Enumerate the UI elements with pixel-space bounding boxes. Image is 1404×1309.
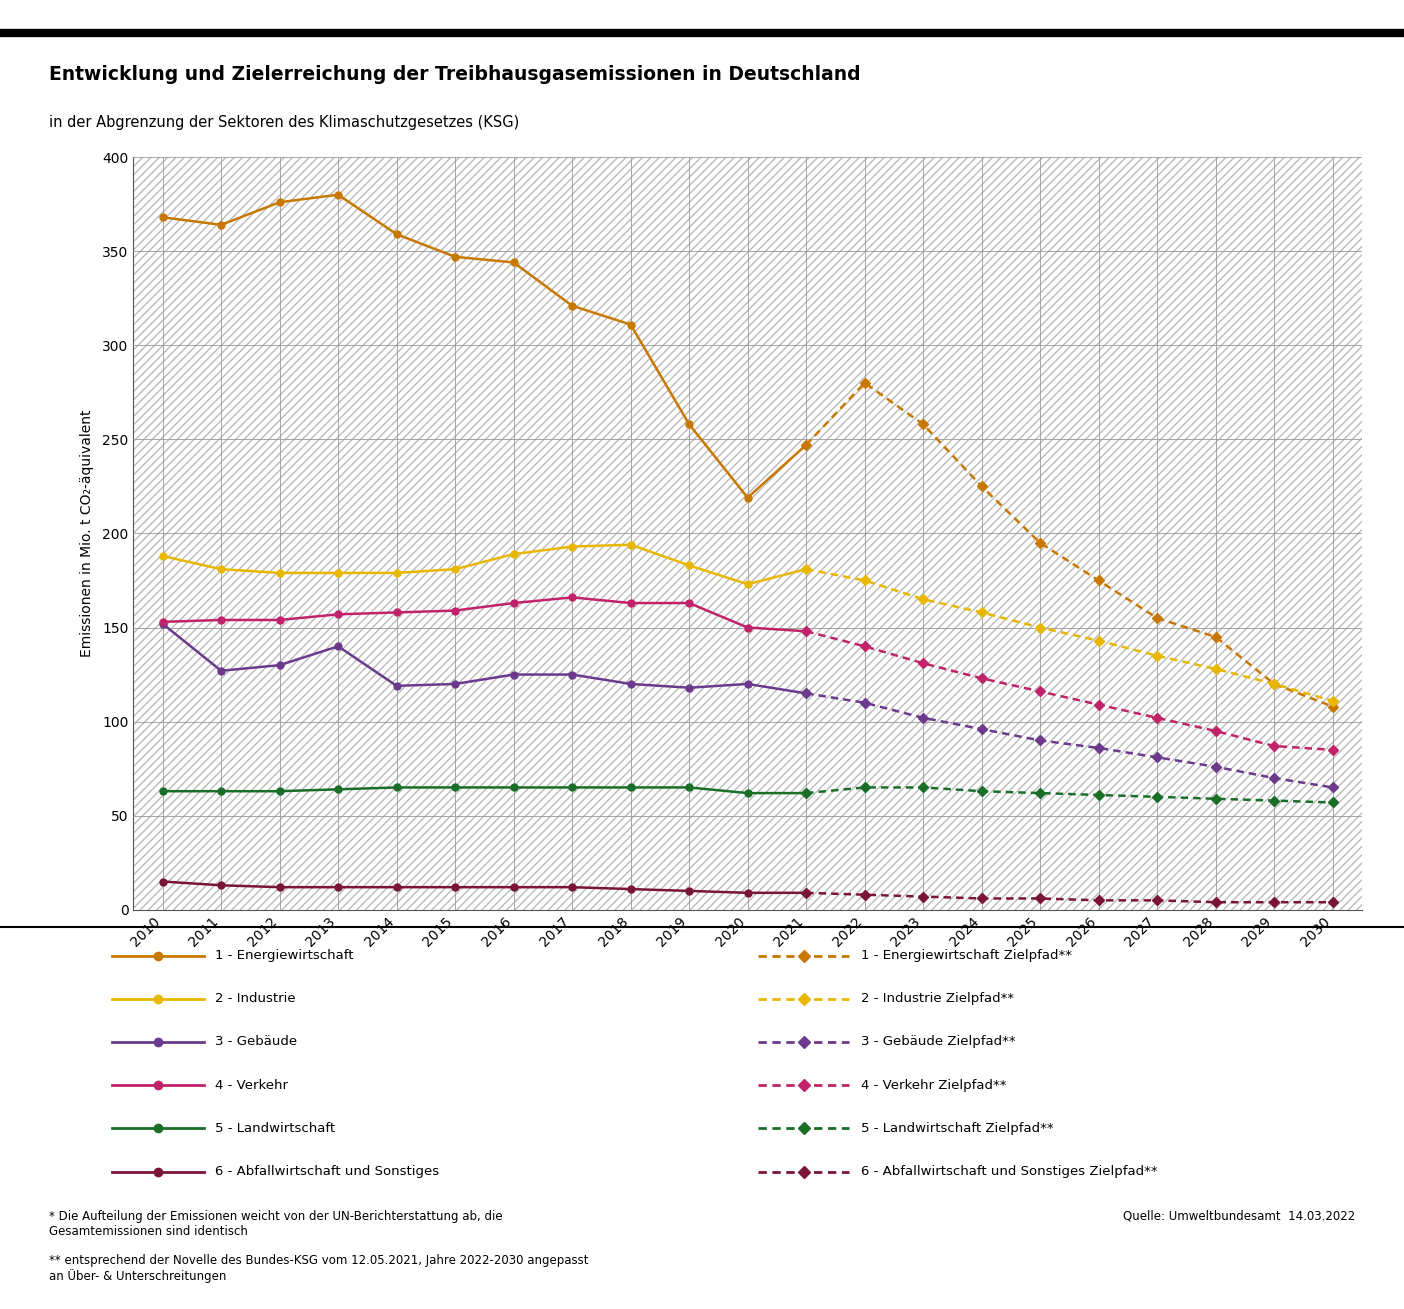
Text: 3 - Gebäude: 3 - Gebäude [215,1035,296,1049]
Text: 2 - Industrie Zielpfad**: 2 - Industrie Zielpfad** [861,992,1014,1005]
Text: in der Abgrenzung der Sektoren des Klimaschutzgesetzes (KSG): in der Abgrenzung der Sektoren des Klima… [49,115,519,130]
Text: ** entsprechend der Novelle des Bundes-KSG vom 12.05.2021, Jahre 2022-2030 angep: ** entsprechend der Novelle des Bundes-K… [49,1254,588,1283]
Y-axis label: Emissionen in Mio. t CO₂-äquivalent: Emissionen in Mio. t CO₂-äquivalent [80,410,94,657]
Text: Quelle: Umweltbundesamt  14.03.2022: Quelle: Umweltbundesamt 14.03.2022 [1123,1210,1355,1223]
Text: 1 - Energiewirtschaft Zielpfad**: 1 - Energiewirtschaft Zielpfad** [861,949,1071,962]
Text: 4 - Verkehr: 4 - Verkehr [215,1079,288,1092]
Text: 5 - Landwirtschaft: 5 - Landwirtschaft [215,1122,336,1135]
Text: 4 - Verkehr Zielpfad**: 4 - Verkehr Zielpfad** [861,1079,1007,1092]
Text: Entwicklung und Zielerreichung der Treibhausgasemissionen in Deutschland: Entwicklung und Zielerreichung der Treib… [49,65,861,85]
Text: 6 - Abfallwirtschaft und Sonstiges: 6 - Abfallwirtschaft und Sonstiges [215,1165,439,1178]
Text: * Die Aufteilung der Emissionen weicht von der UN-Berichterstattung ab, die
Gesa: * Die Aufteilung der Emissionen weicht v… [49,1210,503,1237]
Text: 3 - Gebäude Zielpfad**: 3 - Gebäude Zielpfad** [861,1035,1015,1049]
Text: 5 - Landwirtschaft Zielpfad**: 5 - Landwirtschaft Zielpfad** [861,1122,1053,1135]
Text: 2 - Industrie: 2 - Industrie [215,992,295,1005]
Text: 1 - Energiewirtschaft: 1 - Energiewirtschaft [215,949,354,962]
Text: 6 - Abfallwirtschaft und Sonstiges Zielpfad**: 6 - Abfallwirtschaft und Sonstiges Zielp… [861,1165,1157,1178]
